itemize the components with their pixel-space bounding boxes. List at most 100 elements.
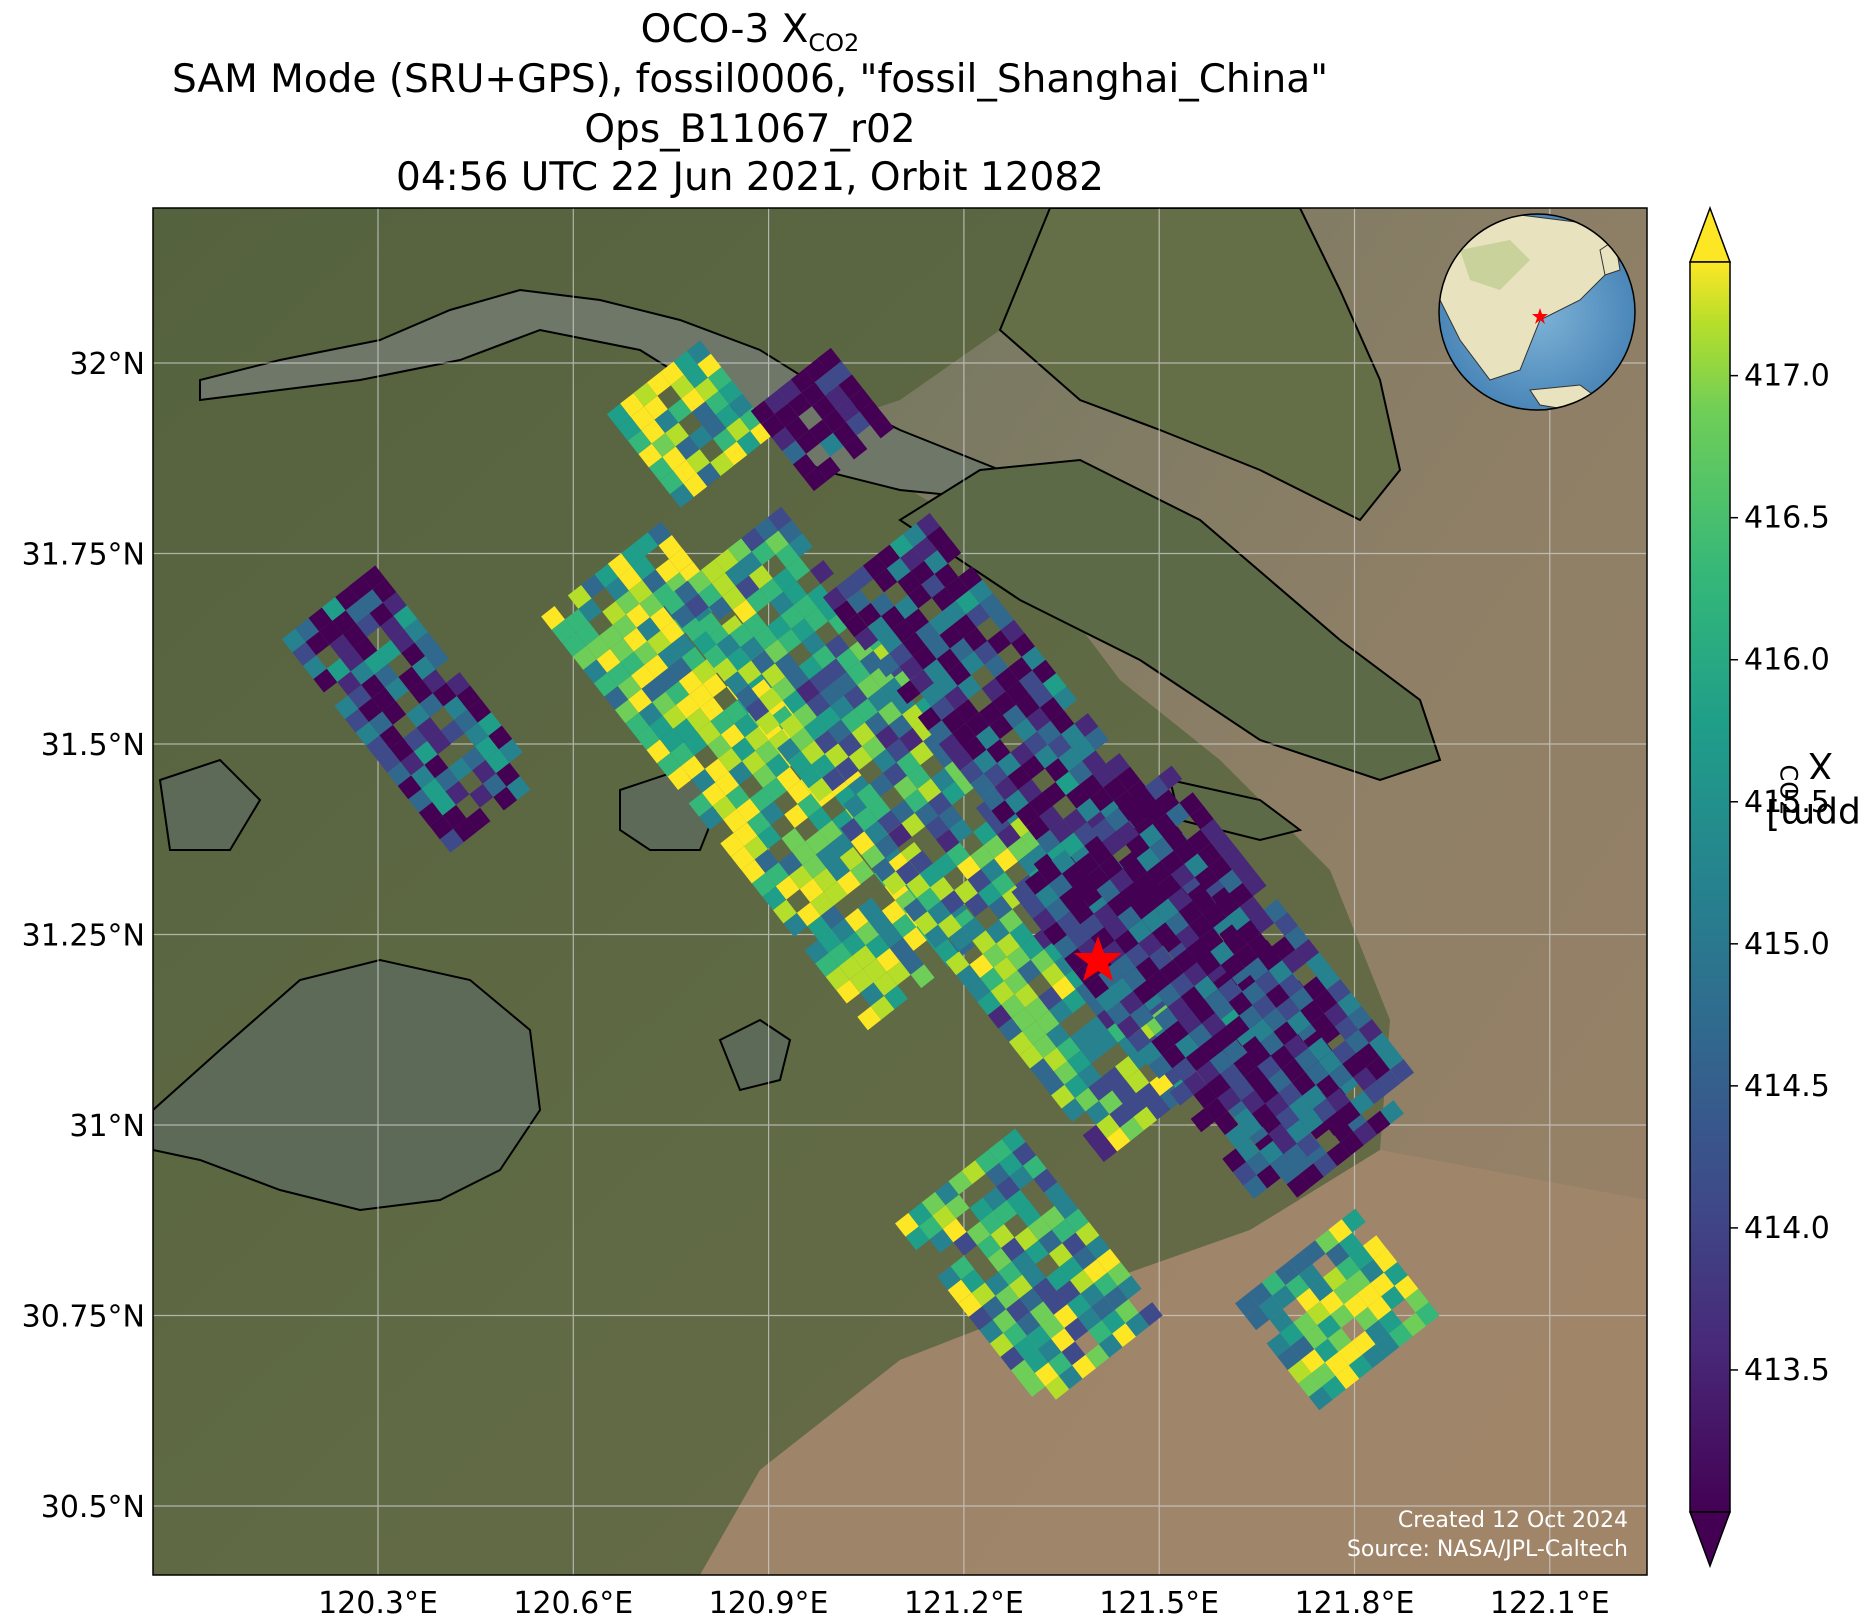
sounding-cell: [636, 617, 661, 642]
sounding-cell: [715, 404, 740, 429]
sounding-cell: [1242, 872, 1267, 897]
sounding-cell: [734, 684, 759, 709]
sounding-cell: [692, 631, 717, 655]
sounding-cell: [822, 408, 847, 433]
sounding-cell: [804, 358, 828, 383]
lat-tick-label: 31.75°N: [22, 538, 145, 573]
sounding-cell: [895, 860, 920, 885]
colorbar-gradient: [1689, 261, 1731, 1513]
sounding-cell: [939, 624, 964, 649]
sounding-cell: [625, 712, 650, 737]
sounding-cell: [825, 634, 850, 659]
sounding-cell: [401, 642, 426, 667]
sounding-cell: [820, 905, 845, 930]
sounding-cell: [1060, 832, 1085, 857]
sounding-cell: [1135, 956, 1160, 981]
sounding-cell: [1255, 970, 1280, 995]
sounding-cell: [936, 648, 961, 673]
sounding-cell: [1312, 1098, 1337, 1123]
sounding-cell: [990, 606, 1014, 631]
sounding-cell: [981, 786, 1005, 811]
sounding-cell: [651, 433, 676, 457]
sounding-cell: [778, 520, 803, 544]
sounding-cell: [1233, 1052, 1258, 1077]
sounding-cell: [723, 441, 748, 466]
sounding-cell: [723, 700, 748, 724]
sounding-cell: [952, 722, 977, 747]
sounding-cell: [918, 1215, 943, 1240]
colorbar-ticks: 417.0 416.5 416.0 415.5 415.0 414.5 414.0 413.5: [1730, 359, 1830, 1388]
sounding-cell: [1180, 986, 1205, 1011]
sounding-cell: [461, 746, 486, 771]
sounding-cell: [886, 557, 911, 582]
sounding-cell: [1210, 832, 1235, 857]
sounding-cell: [1045, 1375, 1070, 1400]
sounding-cell: [801, 631, 826, 656]
sounding-cell: [1058, 747, 1083, 772]
sounding-cell: [980, 858, 1005, 883]
sounding-cell: [965, 712, 990, 737]
sounding-cell: [1373, 1248, 1398, 1273]
sounding-cell: [977, 991, 1002, 1016]
sounding-cell: [1284, 1034, 1308, 1059]
sounding-cell: [1151, 1031, 1176, 1055]
sounding-cell: [905, 1226, 930, 1251]
sounding-cell: [932, 1205, 957, 1230]
sounding-cell: [1099, 855, 1124, 880]
sounding-cell: [1083, 1259, 1108, 1284]
sounding-cell: [485, 749, 510, 774]
sounding-cell: [729, 393, 753, 418]
sounding-cell: [1326, 1087, 1351, 1112]
sounding-cell: [1279, 973, 1304, 998]
sounding-cell: [615, 590, 640, 615]
sounding-cell: [1076, 798, 1101, 822]
sounding-cell: [673, 718, 698, 743]
sounding-cell: [884, 985, 908, 1010]
lon-tick-label: 120.9°E: [709, 1586, 829, 1619]
sounding-cell: [964, 893, 989, 917]
sounding-cell: [1261, 1271, 1286, 1296]
sounding-cell: [956, 855, 981, 880]
sounding-cell: [1243, 1175, 1268, 1199]
sounding-cell: [773, 899, 797, 924]
sounding-cell: [686, 340, 711, 365]
sounding-cell: [720, 832, 745, 857]
sounding-cell: [1379, 1045, 1404, 1070]
sounding-cell: [980, 1210, 1004, 1235]
sounding-cell: [966, 603, 991, 628]
sounding-cell: [990, 1224, 1015, 1249]
sounding-cell: [1104, 807, 1129, 832]
sounding-cell: [761, 663, 786, 688]
sounding-cell: [1043, 1181, 1068, 1206]
sounding-cell: [1026, 707, 1051, 732]
sounding-cell: [281, 628, 306, 653]
sounding-cell: [770, 591, 794, 616]
sounding-cell: [1093, 1272, 1118, 1297]
sounding-cell: [855, 921, 880, 946]
sounding-cell: [689, 425, 713, 450]
sounding-cell: [1096, 1248, 1121, 1273]
sounding-cell: [1342, 1053, 1367, 1078]
sounding-cell: [848, 746, 873, 771]
sounding-cell: [764, 639, 789, 664]
sounding-cell: [870, 414, 895, 439]
sounding-cell: [1028, 792, 1053, 817]
sounding-cell: [1381, 1285, 1406, 1310]
sounding-cell: [864, 820, 889, 845]
sounding-cell: [1348, 1005, 1372, 1030]
sounding-cell: [896, 680, 921, 705]
sounding-cell: [1149, 946, 1174, 970]
sounding-cell: [1027, 1216, 1052, 1241]
sounding-cell: [1235, 1137, 1260, 1162]
sounding-cell: [1325, 1243, 1350, 1267]
sounding-cell: [628, 688, 653, 713]
sounding-cell: [1033, 1168, 1058, 1193]
sounding-cell: [823, 881, 848, 906]
sounding-cell: [990, 980, 1015, 1005]
sounding-cell: [308, 607, 333, 632]
sounding-cell: [946, 842, 971, 867]
sounding-cell: [1337, 992, 1362, 1017]
sounding-cell: [689, 683, 714, 708]
sounding-cell: [623, 627, 648, 652]
lon-tick-label: 121.5°E: [1099, 1586, 1219, 1619]
